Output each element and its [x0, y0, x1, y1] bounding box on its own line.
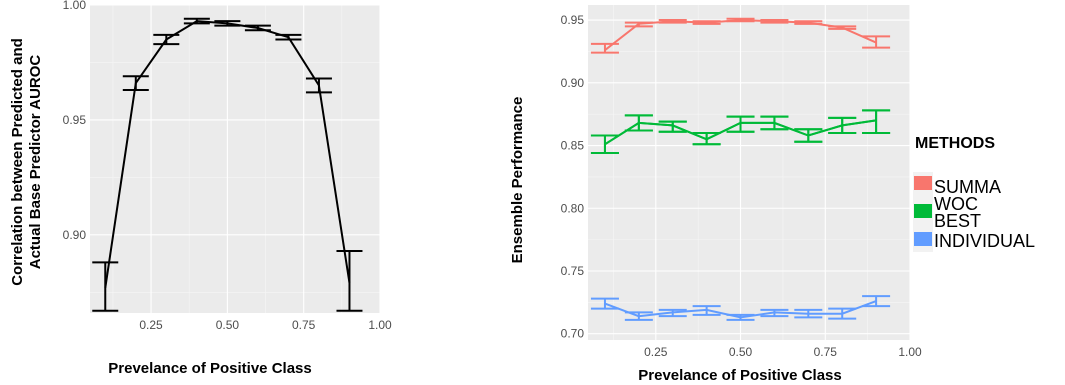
right-series	[590, 17, 891, 321]
right-error-bar	[590, 297, 619, 310]
right-error-bar	[862, 295, 891, 308]
left-y-axis-title-line-2: Actual Base Predictor AUROC	[27, 55, 44, 270]
right-error-bar	[658, 19, 687, 24]
left-x-tick-label: 0.75	[292, 318, 316, 332]
left-x-axis-title: Prevelance of Positive Class	[108, 360, 311, 377]
right-error-bar	[862, 109, 891, 134]
right-y-tick-label: 0.90	[561, 76, 585, 90]
right-x-tick-label: 1.00	[898, 345, 922, 359]
left-x-tick-label: 0.50	[216, 318, 240, 332]
right-error-bar	[590, 134, 619, 155]
legend-swatch	[914, 232, 932, 246]
right-error-bar	[760, 19, 789, 24]
right-error-bar	[794, 308, 823, 319]
right-error-bar	[658, 308, 687, 318]
right-x-tick-label: 0.75	[814, 345, 838, 359]
left-y-axis-title-line-1: Correlation between Predicted and	[9, 38, 26, 286]
right-error-bar	[760, 115, 789, 131]
right-y-tick-label: 0.85	[561, 139, 585, 153]
left-y-tick-label: 0.95	[63, 113, 87, 127]
left-series	[92, 17, 363, 312]
legend-swatch	[914, 204, 932, 218]
right-y-tick-label: 0.70	[561, 327, 585, 341]
right-error-bar	[692, 131, 721, 146]
left-error-bar	[244, 24, 271, 32]
right-x-tick-label: 0.50	[729, 345, 753, 359]
legend-label-summa: SUMMA	[934, 177, 1001, 197]
right-gridlines	[588, 5, 911, 340]
left-error-bar	[214, 20, 241, 27]
left-error-bar	[275, 33, 302, 41]
right-error-bar	[692, 20, 721, 25]
right-error-bar	[726, 115, 755, 133]
left-series-line	[92, 17, 363, 312]
left-tick-labels: 0.25 0.50 0.75 1.00 0.90 0.95 1.00	[63, 0, 392, 332]
right-error-bar	[760, 308, 789, 318]
legend-title: METHODS	[915, 135, 995, 152]
left-y-tick-label: 0.90	[63, 228, 87, 242]
right-error-bar	[862, 35, 891, 49]
legend-label-woc: WOC	[934, 194, 978, 214]
left-x-tick-label: 0.25	[139, 318, 163, 332]
legend-swatch	[914, 176, 932, 190]
right-error-bar	[794, 128, 823, 143]
left-error-bar	[153, 33, 180, 46]
right-error-bar	[726, 17, 755, 23]
right-series-summa	[590, 17, 891, 54]
left-gridlines	[90, 4, 381, 313]
right-plot-background	[588, 5, 910, 340]
left-error-bar	[305, 77, 332, 94]
right-chart: 0.25 0.50 0.75 1.00 0.70 0.75 0.80 0.85 0.90 0.95…	[509, 5, 922, 384]
left-y-tick-label: 1.00	[63, 0, 87, 12]
right-error-bar	[828, 116, 857, 134]
right-x-tick-label: 0.25	[644, 345, 668, 359]
right-error-bar	[624, 114, 653, 132]
right-y-tick-label: 0.80	[561, 201, 585, 215]
right-error-bar	[590, 42, 619, 54]
right-error-bar	[726, 313, 755, 321]
right-error-bar	[828, 307, 857, 320]
right-tick-labels: 0.25 0.50 0.75 1.00 0.70 0.75 0.80 0.85 0.90 0.95	[561, 13, 922, 359]
left-chart: 0.25 0.50 0.75 1.00 0.90 0.95 1.00 Prevelance …	[9, 0, 392, 377]
right-y-tick-label: 0.75	[561, 264, 585, 278]
left-error-bar	[92, 261, 119, 312]
legend-label-individual: INDIVIDUAL	[934, 231, 1035, 251]
right-error-bar	[794, 20, 823, 25]
right-error-bar	[624, 21, 653, 28]
right-y-tick-label: 0.95	[561, 13, 585, 27]
right-error-bar	[658, 120, 687, 133]
right-y-axis-title: Ensemble Performance	[509, 97, 526, 264]
left-plot-background	[90, 5, 380, 313]
right-series-best	[590, 109, 891, 155]
left-x-tick-label: 1.00	[368, 318, 392, 332]
right-error-bar	[692, 305, 721, 316]
left-error-bar	[183, 17, 210, 25]
right-error-bar	[624, 311, 653, 321]
right-series-individual	[590, 295, 891, 321]
left-error-bar	[122, 75, 149, 92]
left-error-bar	[336, 249, 363, 312]
right-error-bar	[828, 25, 857, 30]
legend-label-best: BEST	[934, 211, 981, 231]
right-x-axis-title: Prevelance of Positive Class	[638, 367, 841, 384]
